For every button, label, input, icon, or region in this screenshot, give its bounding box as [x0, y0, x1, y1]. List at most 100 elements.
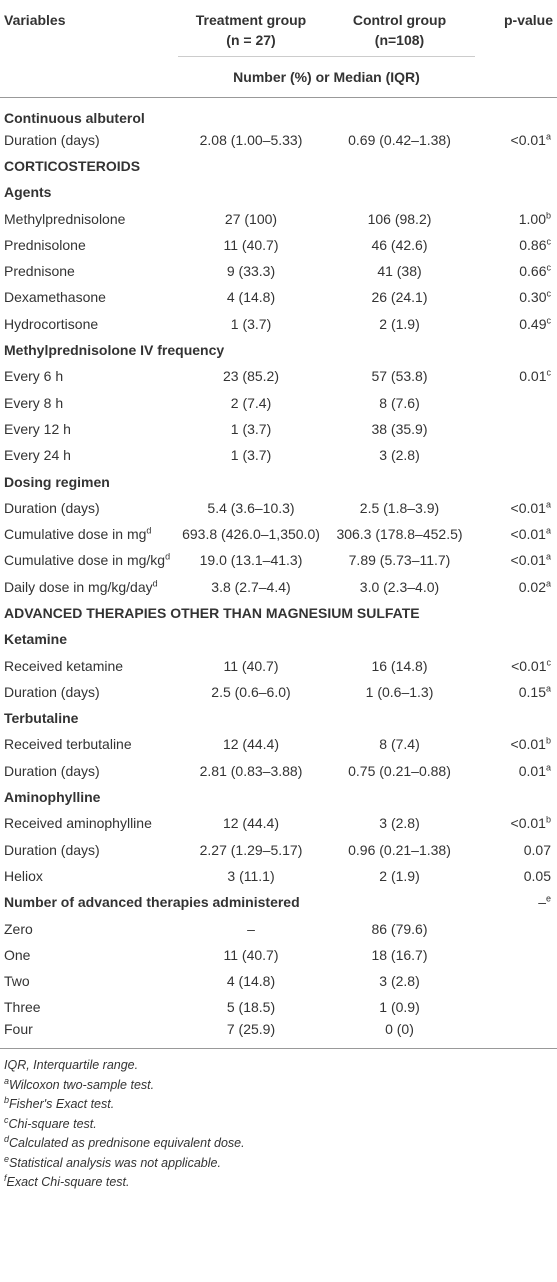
control-cell: 0.96 (0.21–1.38) [324, 837, 475, 863]
row-label: Heliox [0, 863, 178, 889]
control-cell: 26 (24.1) [324, 285, 475, 311]
label-text: Received ketamine [4, 657, 124, 674]
section-heading: Continuous albuterol [0, 98, 475, 128]
table-row: Agents [0, 180, 557, 206]
control-cell: 3 (2.8) [324, 811, 475, 837]
row-label: Prednisolone [0, 232, 178, 258]
treatment-cell: 3 (11.1) [178, 863, 324, 889]
label-text: Received aminophylline [4, 815, 152, 832]
control-cell: 106 (98.2) [324, 206, 475, 232]
p-value: <0.01 [510, 526, 546, 543]
cell-text: 3 (2.8) [379, 973, 420, 990]
footnote-marker: a [545, 762, 551, 773]
row-label: Four [0, 1021, 178, 1049]
p-value: 0.05 [523, 867, 551, 884]
p-value-cell [475, 337, 557, 363]
heading-text: Terbutaline [4, 710, 79, 727]
table-row: Terbutaline [0, 706, 557, 732]
footnote-marker: a [545, 551, 551, 562]
table-row: Ketamine [0, 627, 557, 653]
table-row: Every 6 h 23 (85.2) 57 (53.8) 0.01c [0, 364, 557, 390]
p-value: 0.66 [519, 263, 547, 280]
p-value-cell: <0.01b [475, 732, 557, 758]
p-value-cell [475, 180, 557, 206]
section-heading: Number of advanced therapies administere… [0, 890, 475, 916]
row-label: Every 12 h [0, 416, 178, 442]
footnote-marker: a [545, 683, 551, 694]
cell-text: 1 (0.9) [379, 999, 420, 1016]
control-cell: 0.75 (0.21–0.88) [324, 758, 475, 784]
row-label: Dexamethasone [0, 285, 178, 311]
p-value-cell: 0.30c [475, 285, 557, 311]
footnote-marker: b [545, 735, 551, 746]
heading-text: Methylprednisolone IV frequency [4, 342, 225, 359]
table-row: Methylprednisolone 27 (100) 106 (98.2) 1.00… [0, 206, 557, 232]
cell-text: 46 (42.6) [371, 236, 428, 253]
treatment-cell: 27 (100) [178, 206, 324, 232]
table-row: Duration (days) 2.27 (1.29–5.17) 0.96 (0.2… [0, 837, 557, 863]
section-heading: CORTICOSTEROIDS [0, 153, 475, 179]
p-value-cell [475, 627, 557, 653]
footnote-marker: e [545, 893, 551, 904]
footnote-marker: d [165, 551, 171, 562]
cell-text: 8 (7.6) [379, 394, 420, 411]
treatment-cell: 4 (14.8) [178, 969, 324, 995]
cell-text: 3.0 (2.3–4.0) [359, 578, 440, 595]
table-row: Methylprednisolone IV frequency [0, 337, 557, 363]
cell-text: 1 (3.7) [230, 420, 272, 437]
treatment-cell: 5 (18.5) [178, 995, 324, 1021]
label-text: Daily dose in mg/kg/day [4, 578, 153, 595]
header-cell: Control group (n=108) [324, 0, 475, 57]
p-value-cell: 0.86c [475, 232, 557, 258]
p-value: 1.00 [518, 210, 546, 227]
p-value: 0.15 [518, 683, 546, 700]
p-value-cell: 0.01c [475, 364, 557, 390]
header-text: (n = 27) [226, 32, 276, 48]
row-label: One [0, 942, 178, 968]
row-label: Cumulative dose in mg/kgd [0, 548, 178, 574]
treatment-cell: 11 (40.7) [178, 653, 324, 679]
subheader: Number (%) or Median (IQR) [178, 56, 475, 98]
label-text: Duration (days) [4, 683, 100, 700]
label-text: Cumulative dose in mg [4, 526, 147, 543]
control-cell: 306.3 (178.8–452.5) [324, 521, 475, 547]
control-cell: 41 (38) [324, 258, 475, 284]
row-label: Duration (days) [0, 127, 178, 153]
cell-text: 8 (7.4) [379, 736, 420, 753]
treatment-cell: 1 (3.7) [178, 443, 324, 469]
cell-text: 9 (33.3) [226, 263, 276, 280]
treatment-cell: 1 (3.7) [178, 416, 324, 442]
p-value-cell [475, 443, 557, 469]
table-body: Continuous albuterol Duration (days) 2.08 … [0, 98, 557, 1049]
p-value: <0.01 [510, 552, 546, 569]
table-row: Dexamethasone 4 (14.8) 26 (24.1) 0.30c [0, 285, 557, 311]
section-heading: Ketamine [0, 627, 475, 653]
cell-text: 11 (40.7) [223, 657, 279, 674]
table-header: Variables Treatment group (n = 27) Contro… [0, 0, 557, 98]
p-value: 0.49 [519, 315, 547, 332]
cell-text: 0 (0) [385, 1021, 414, 1038]
p-value: 0.07 [523, 841, 551, 858]
p-value-cell [475, 600, 557, 626]
row-label: Two [0, 969, 178, 995]
cell-text: 2 (1.9) [379, 867, 420, 884]
cell-text: 3.8 (2.7–4.4) [211, 578, 291, 595]
row-label: Three [0, 995, 178, 1021]
footnote-marker: c [546, 262, 552, 273]
label-text: Duration (days) [4, 762, 100, 779]
table-row: Number of advanced therapies administere… [0, 890, 557, 916]
footnote-marker: a [545, 499, 551, 510]
treatment-cell: 2 (7.4) [178, 390, 324, 416]
section-heading: Dosing regimen [0, 469, 475, 495]
label-text: Every 12 h [4, 420, 71, 437]
p-value-cell [475, 1021, 557, 1049]
label-text: One [4, 946, 31, 963]
p-value: <0.01 [511, 657, 547, 674]
cell-text: 2.5 (0.6–6.0) [211, 683, 291, 700]
footnote-marker: c [546, 656, 552, 667]
label-text: Hydrocortisone [4, 315, 99, 332]
footnote-text: Exact Chi-square test. [6, 1175, 130, 1190]
table-row: Every 12 h 1 (3.7) 38 (35.9) [0, 416, 557, 442]
cell-text: 5 (18.5) [226, 999, 276, 1016]
p-value-cell [475, 995, 557, 1021]
